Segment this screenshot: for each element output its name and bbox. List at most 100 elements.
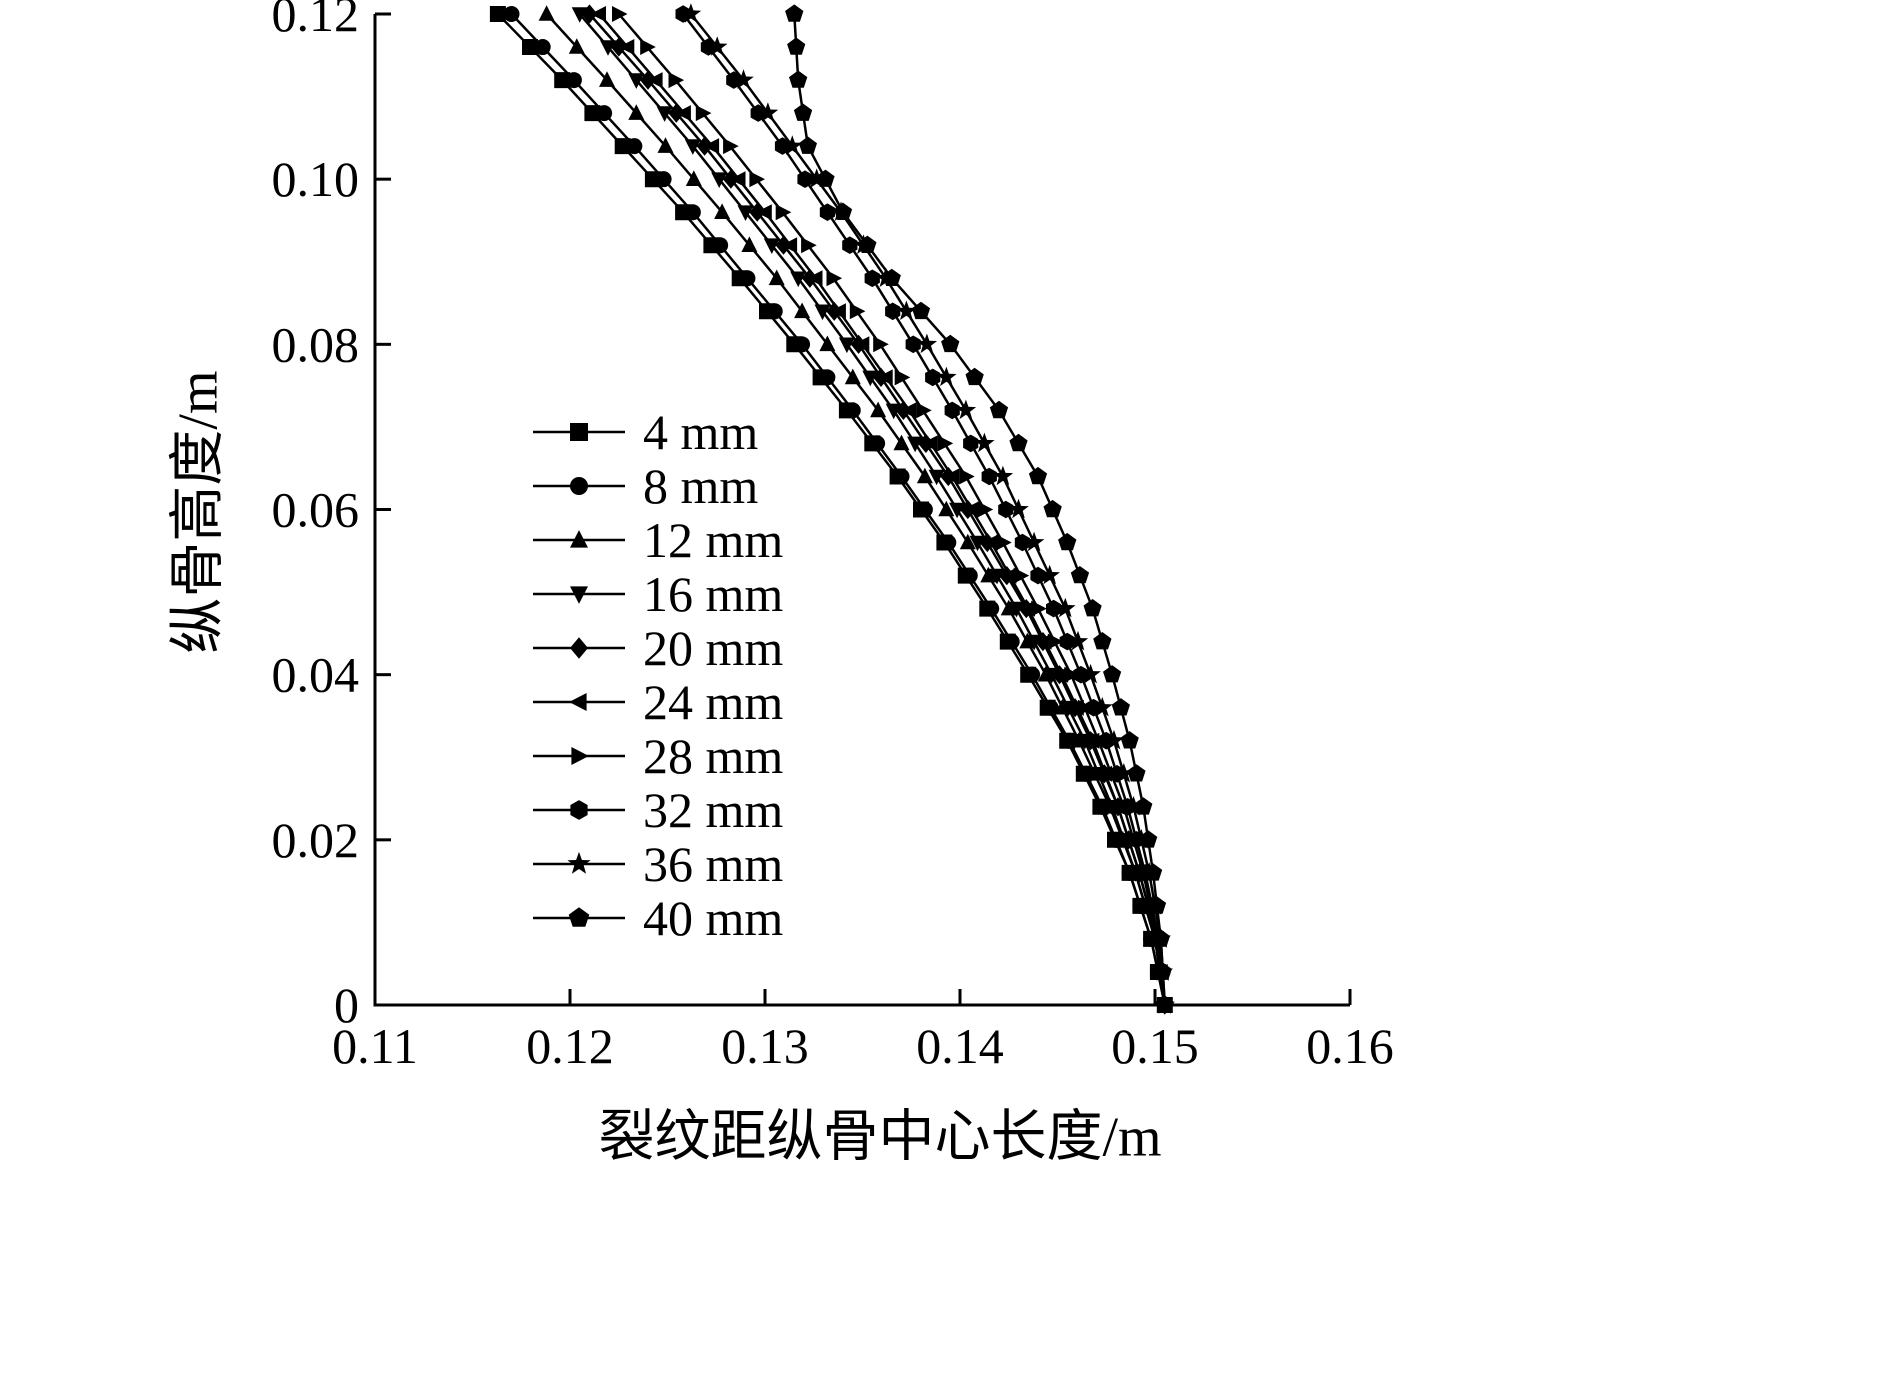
legend-entry-4mm: 4 mm	[533, 404, 758, 460]
circle-marker-icon	[565, 72, 582, 89]
star-marker-icon	[992, 465, 1014, 486]
triangle-up-marker-icon	[959, 533, 976, 550]
square-marker-icon	[522, 39, 538, 55]
star-marker-icon	[974, 432, 995, 453]
star-marker-icon	[707, 36, 728, 56]
triangle-left-marker-icon	[618, 39, 635, 55]
triangle-left-marker-icon	[853, 336, 870, 353]
triangle-left-marker-icon	[703, 138, 720, 155]
star-marker-icon	[680, 3, 702, 23]
triangle-left-marker-icon	[1052, 666, 1069, 683]
pentagon-marker-icon	[1127, 764, 1146, 782]
triangle-right-marker-icon	[849, 303, 866, 320]
series-8mm	[503, 6, 1173, 1013]
circle-marker-icon	[1003, 633, 1020, 650]
pentagon-marker-icon	[989, 400, 1009, 419]
circle-marker-icon	[739, 270, 756, 287]
triangle-down-marker-icon	[763, 238, 780, 254]
triangle-down-marker-icon	[571, 7, 588, 23]
triangle-up-marker-icon	[599, 71, 615, 87]
triangle-left-marker-icon	[1000, 567, 1017, 584]
triangle-down-marker-icon	[684, 139, 701, 155]
pentagon-marker-icon	[941, 334, 960, 353]
triangle-up-marker-icon	[794, 302, 811, 319]
triangle-right-marker-icon	[996, 534, 1012, 551]
legend-entry-20mm: 20 mm	[533, 620, 783, 676]
triangle-down-marker-icon	[656, 106, 673, 122]
star-marker-icon	[782, 135, 803, 155]
triangle-left-marker-icon	[675, 105, 691, 122]
diamond-marker-icon	[581, 4, 598, 24]
pentagon-marker-icon	[911, 301, 931, 320]
y-tick-label: 0.06	[272, 482, 360, 538]
pentagon-marker-icon	[1143, 863, 1163, 881]
x-tick-label: 0.14	[916, 1018, 1004, 1074]
circle-marker-icon	[570, 477, 588, 495]
triangle-right-marker-icon	[977, 501, 994, 518]
pentagon-marker-icon	[1120, 731, 1139, 749]
circle-marker-icon	[983, 600, 1000, 617]
triangle-left-marker-icon	[569, 693, 587, 711]
triangle-left-marker-icon	[647, 72, 663, 89]
hexagon-marker-icon	[864, 269, 880, 288]
square-marker-icon	[570, 423, 588, 441]
triangle-right-marker-icon	[937, 435, 954, 452]
triangle-right-marker-icon	[1078, 699, 1094, 716]
triangle-left-marker-icon	[943, 468, 959, 485]
hexagon-marker-icon	[570, 800, 588, 820]
x-axis-title: 裂纹距纵骨中心长度/m	[598, 1106, 1162, 1169]
star-marker-icon	[936, 366, 957, 387]
circle-marker-icon	[596, 105, 613, 122]
pentagon-marker-icon	[1103, 665, 1122, 683]
square-marker-icon	[584, 105, 601, 122]
legend-label: 4 mm	[643, 404, 758, 460]
x-tick-label: 0.12	[526, 1018, 614, 1074]
triangle-up-marker-icon	[844, 368, 861, 385]
circle-marker-icon	[712, 237, 729, 254]
pentagon-marker-icon	[787, 37, 806, 55]
triangle-down-marker-icon	[969, 535, 986, 552]
triangle-right-marker-icon	[749, 171, 765, 188]
x-tick-label: 0.13	[721, 1018, 809, 1074]
triangle-left-marker-icon	[962, 501, 979, 518]
x-tick-label: 0.11	[332, 1018, 418, 1074]
circle-marker-icon	[1024, 666, 1041, 683]
legend-entry-36mm: 36 mm	[533, 836, 783, 892]
legend-label: 12 mm	[643, 512, 783, 568]
pentagon-marker-icon	[1139, 830, 1158, 848]
legend-label: 36 mm	[643, 836, 783, 892]
triangle-down-marker-icon	[814, 304, 831, 321]
triangle-left-marker-icon	[781, 237, 798, 254]
circle-marker-icon	[819, 369, 836, 386]
legend-entry-12mm: 12 mm	[533, 512, 783, 568]
y-tick-label: 0.02	[272, 812, 360, 868]
triangle-up-marker-icon	[538, 5, 555, 21]
hexagon-marker-icon	[998, 500, 1014, 519]
pentagon-marker-icon	[1058, 532, 1077, 551]
triangle-right-marker-icon	[612, 6, 628, 22]
triangle-left-marker-icon	[1036, 633, 1052, 650]
hexagon-marker-icon	[981, 467, 997, 486]
triangle-up-marker-icon	[870, 401, 887, 418]
triangle-left-marker-icon	[756, 204, 772, 221]
triangle-left-marker-icon	[877, 369, 893, 386]
legend-entry-16mm: 16 mm	[533, 566, 783, 622]
triangle-up-marker-icon	[938, 500, 955, 517]
legend-label: 32 mm	[643, 782, 783, 838]
triangle-right-marker-icon	[1031, 600, 1047, 617]
star-marker-icon	[567, 851, 591, 874]
triangle-up-marker-icon	[628, 104, 645, 120]
triangle-right-marker-icon	[801, 237, 817, 254]
hexagon-marker-icon	[963, 434, 979, 453]
triangle-down-marker-icon	[1008, 601, 1025, 618]
star-marker-icon	[733, 69, 754, 89]
pentagon-marker-icon	[785, 4, 804, 22]
axes: 0.11 0.12 0.13 0.14 0.15 0.16 0 0.02 0.04 0.06 0.0…	[272, 0, 1394, 1074]
pentagon-marker-icon	[568, 907, 590, 927]
triangle-right-marker-icon	[723, 138, 739, 155]
triangle-up-marker-icon	[714, 203, 731, 219]
y-tick-label: 0.04	[272, 647, 360, 703]
triangle-left-marker-icon	[590, 6, 606, 22]
triangle-up-marker-icon	[980, 566, 997, 583]
